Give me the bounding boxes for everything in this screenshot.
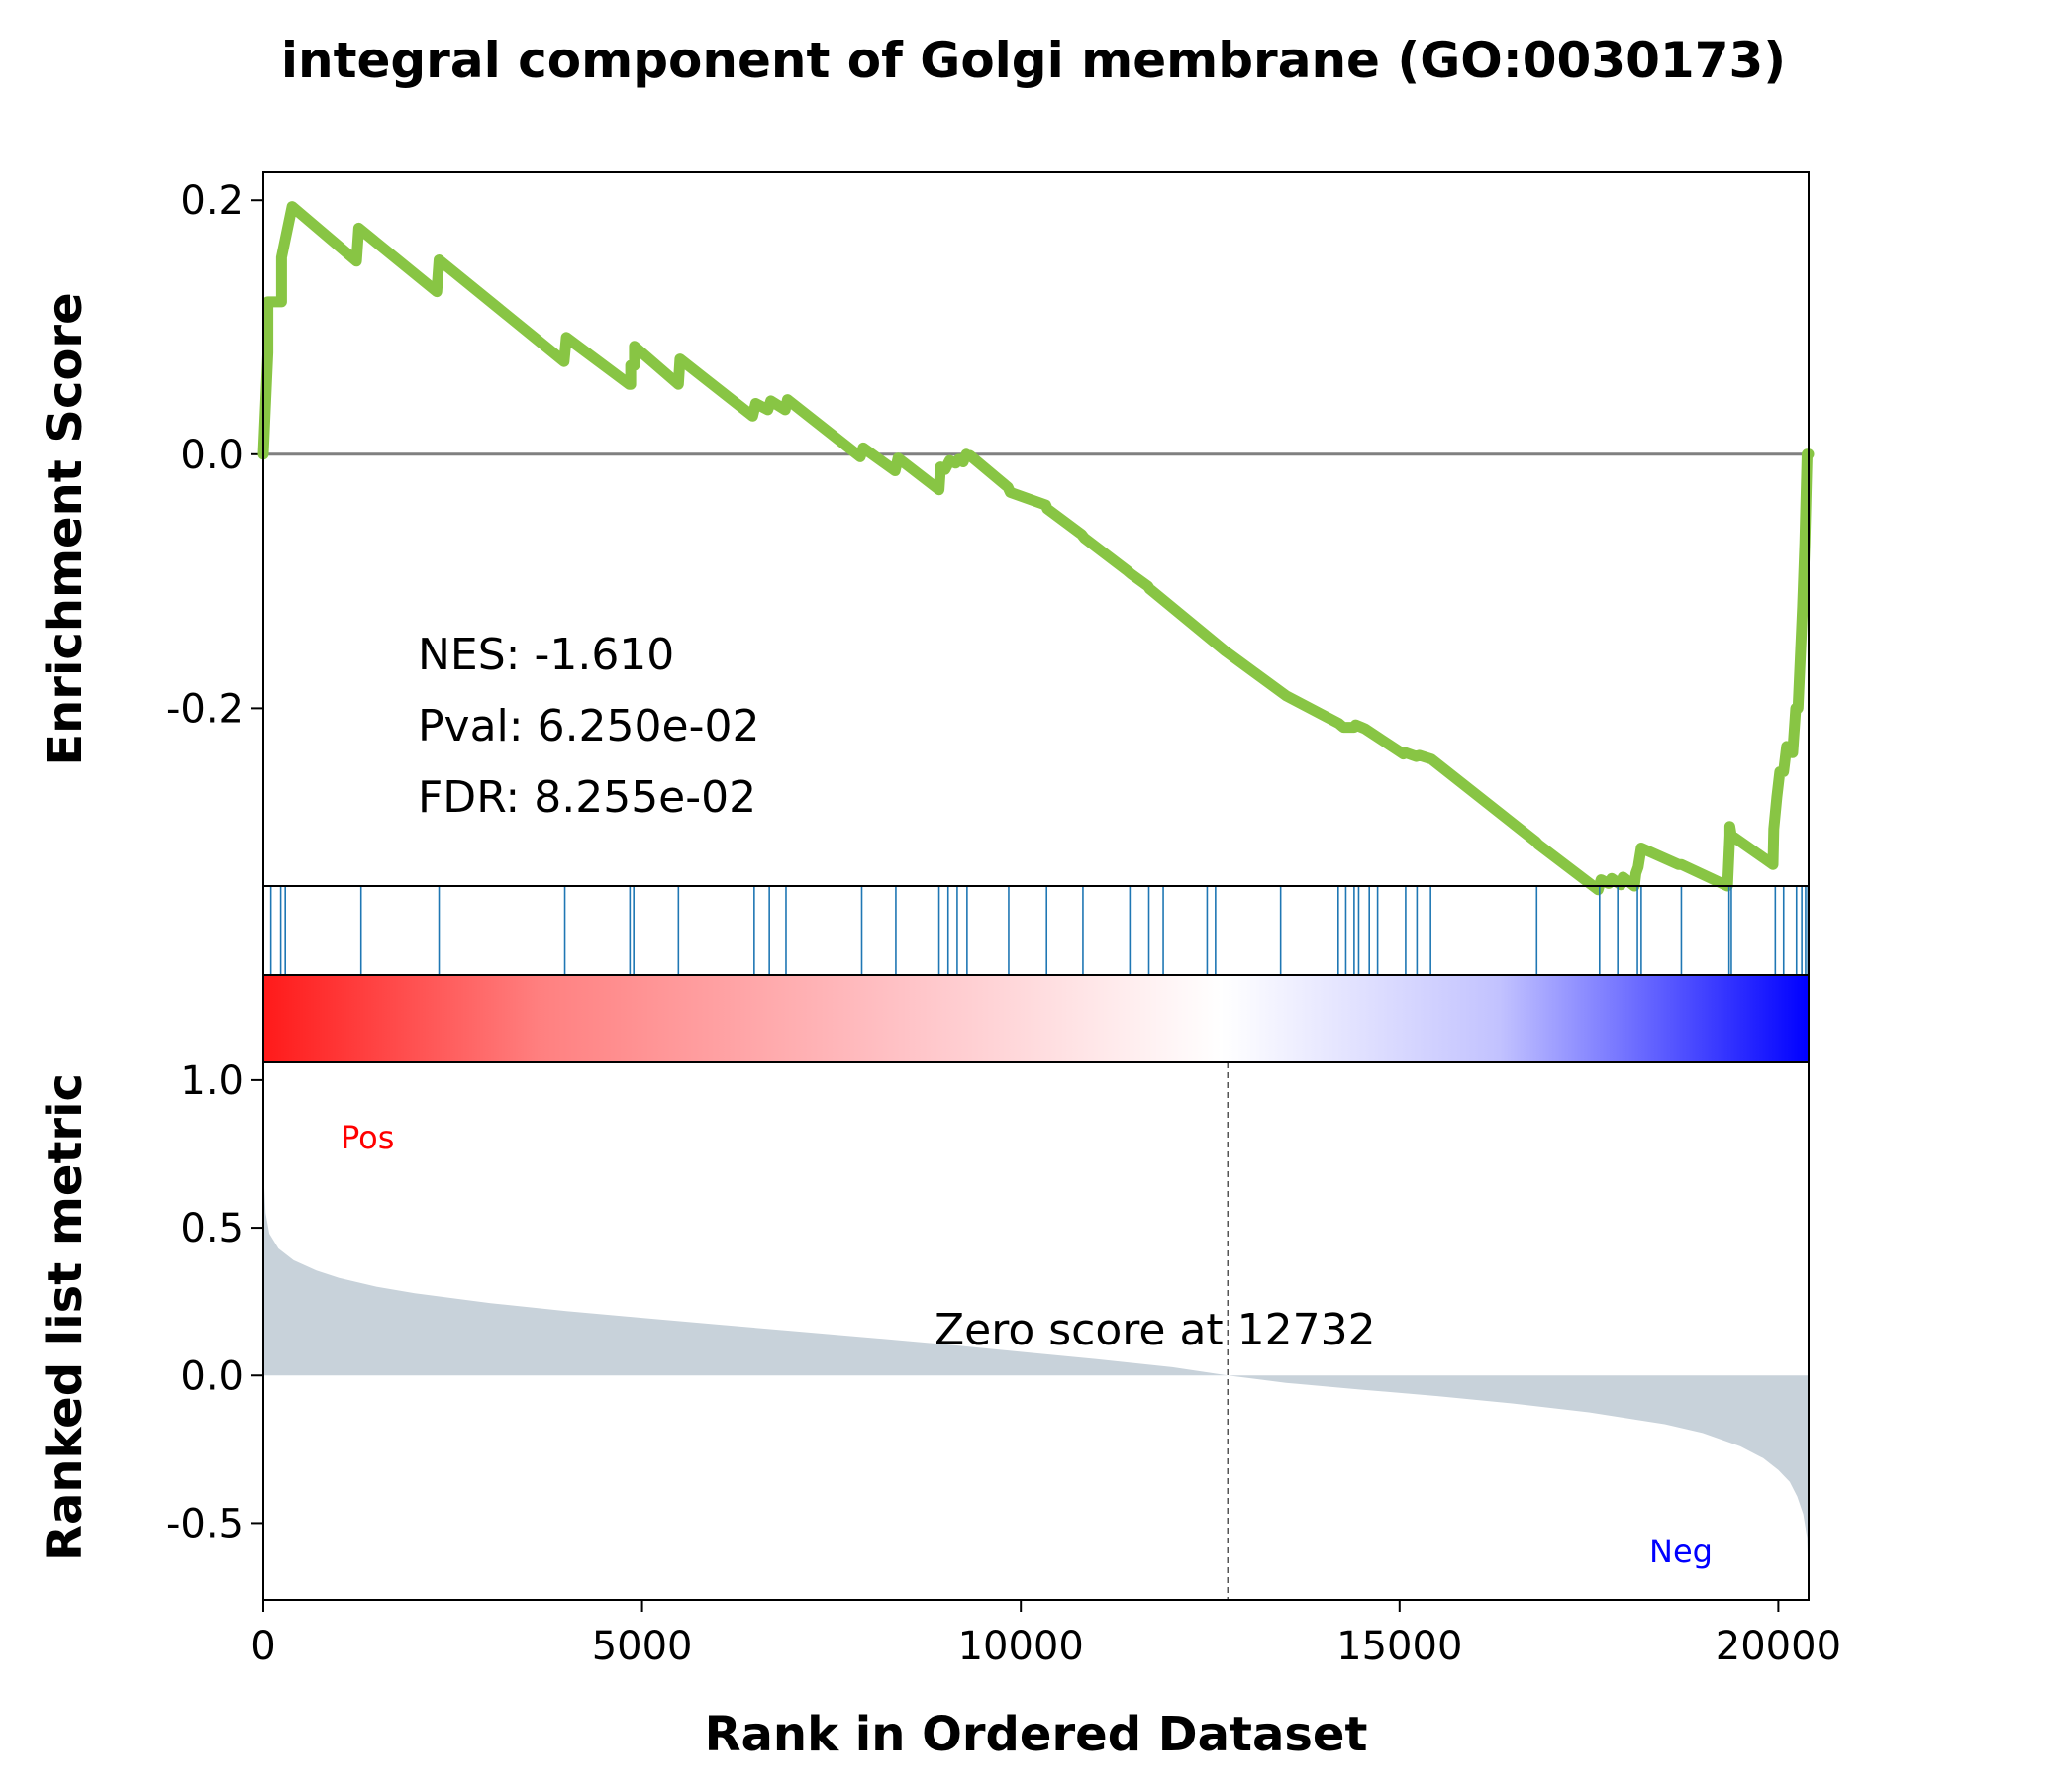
- running-enrichment-score-line: [257, 201, 1815, 896]
- es-tick-label: -0.2: [166, 686, 244, 732]
- ranked-metric-panel: 1.0 0.5 0.0 -0.5 Pos Neg Zero score at 1273…: [38, 1058, 1810, 1601]
- x-tick-label: 5000: [592, 1624, 693, 1669]
- metric-tick-label: 0.0: [180, 1353, 244, 1399]
- x-axis-ticks: 0 5000 10000 15000 20000: [250, 1600, 1841, 1669]
- gene-hits-panel: [262, 885, 1810, 976]
- neg-label: Neg: [1649, 1533, 1713, 1570]
- metric-axis-ticks: 1.0 0.5 0.0 -0.5: [166, 1058, 263, 1546]
- es-tick-label: 0.2: [180, 178, 244, 224]
- enrichment-score-panel: 0.2 0.0 -0.2 NES: -1.610 Pval: 6.250e-02 F…: [38, 171, 1815, 896]
- enrichment-score-axis-label: Enrichment Score: [38, 292, 93, 765]
- es-axis-ticks: 0.2 0.0 -0.2: [166, 178, 263, 732]
- zero-score-note: Zero score at 12732: [935, 1305, 1376, 1355]
- pval-label: Pval: 6.250e-02: [418, 701, 759, 751]
- fdr-label: FDR: 8.255e-02: [418, 772, 756, 823]
- pos-label: Pos: [341, 1119, 394, 1156]
- nes-label: NES: -1.610: [418, 630, 674, 680]
- ranked-metric-frame: [262, 1061, 1810, 1601]
- metric-tick-label: 0.5: [180, 1206, 244, 1251]
- metric-tick-label: 1.0: [180, 1058, 244, 1104]
- rank-color-bar: [262, 974, 1810, 1063]
- ranked-metric-axis-label: Ranked list metric: [38, 1073, 93, 1561]
- x-tick-label: 0: [250, 1624, 275, 1669]
- x-tick-label: 15000: [1336, 1624, 1462, 1669]
- x-axis-label: Rank in Ordered Dataset: [705, 1707, 1368, 1762]
- gene-hits-frame: [262, 885, 1810, 976]
- ranked-metric-area: [263, 1168, 1809, 1589]
- gene-hit-marks: [269, 886, 1810, 975]
- chart-title: integral component of Golgi membrane (GO…: [281, 32, 1786, 89]
- metric-tick-label: -0.5: [166, 1501, 244, 1546]
- es-tick-label: 0.0: [180, 433, 244, 478]
- x-tick-label: 10000: [958, 1624, 1084, 1669]
- x-tick-label: 20000: [1716, 1624, 1841, 1669]
